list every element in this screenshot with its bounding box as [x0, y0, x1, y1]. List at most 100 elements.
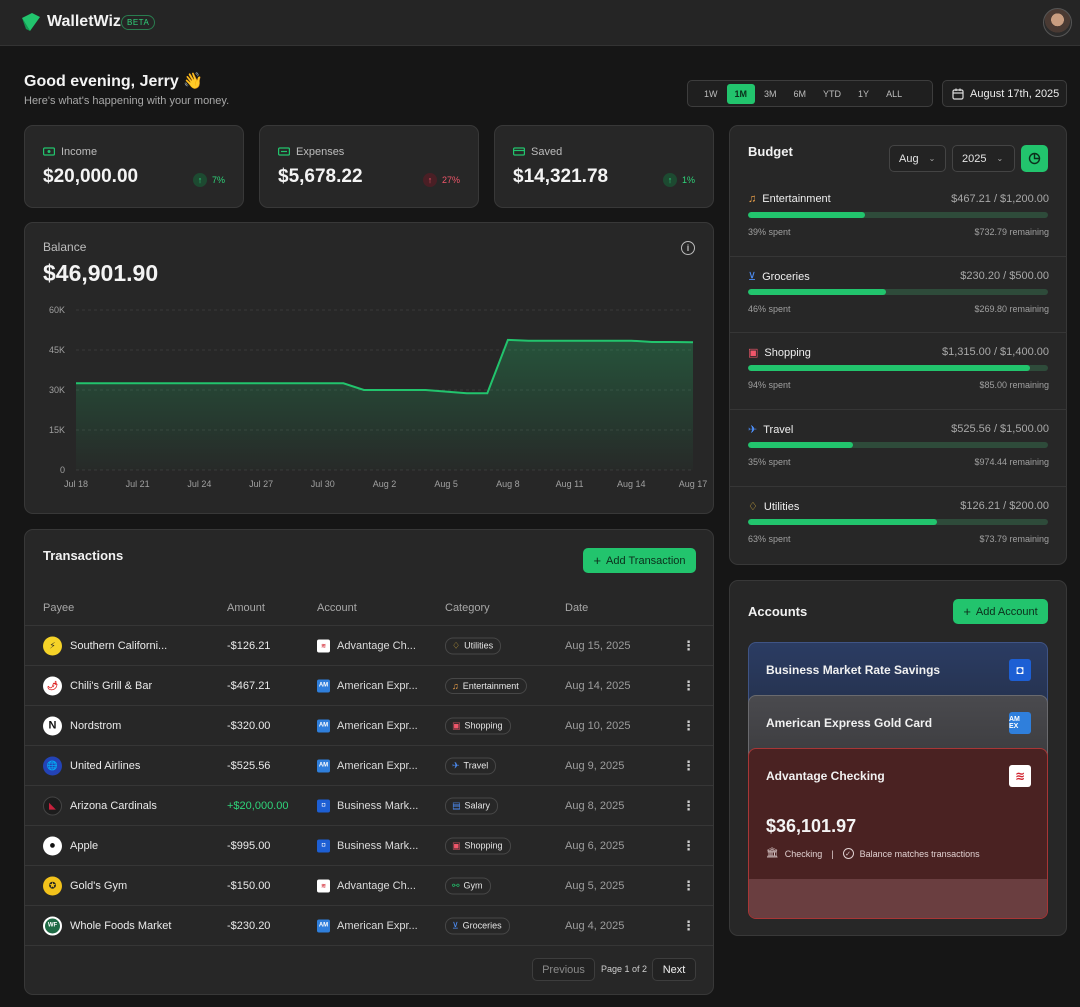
pie-chart-button[interactable] [1021, 145, 1048, 172]
add-transaction-button[interactable]: + Add Transaction [583, 548, 696, 573]
range-tab-ytd[interactable]: YTD [823, 88, 842, 99]
date-picker-button[interactable]: August 17th, 2025 [942, 80, 1067, 107]
amount: -$320.00 [227, 719, 271, 732]
income-label: Income [61, 146, 98, 158]
amex-logo-icon: AM EX [1009, 712, 1031, 734]
range-tab-6m[interactable]: 6M [793, 88, 807, 99]
table-row[interactable]: N Nordstrom -$320.00 AM American Expr...… [25, 705, 713, 745]
lightbulb-icon: ♢ [748, 501, 758, 513]
budget-name-row: ✈ Travel [748, 423, 793, 437]
x-tick-label: Aug 8 [496, 479, 520, 489]
table-row[interactable]: ✪ Gold's Gym -$150.00 ≋ Advantage Ch... … [25, 865, 713, 905]
category-badge: ▤ Salary [445, 797, 499, 814]
more-vertical-icon[interactable]: ⋮ [682, 797, 695, 813]
golds-gym-logo-icon: ✪ [43, 876, 62, 895]
x-tick-label: Aug 2 [373, 479, 397, 489]
account-balance: $36,101.97 [766, 816, 857, 836]
column-header-payee[interactable]: Payee [43, 602, 75, 614]
cash-in-icon [43, 147, 55, 156]
range-tab-1w[interactable]: 1W [704, 88, 718, 99]
range-tab-1y[interactable]: 1Y [858, 88, 870, 99]
transactions-card: Transactions + Add Transaction Payee Amo… [24, 529, 714, 995]
info-icon[interactable]: i [681, 241, 695, 255]
balance-chart[interactable]: 0 15K 30K 45K 60K Jul 18 Jul 21 Jul 24 Jul 27 Ju… [25, 298, 715, 498]
more-vertical-icon[interactable]: ⋮ [682, 677, 695, 693]
column-header-account[interactable]: Account [317, 602, 357, 614]
walletwiz-logo-icon[interactable] [20, 12, 42, 32]
add-transaction-label: Add Transaction [606, 554, 686, 567]
transaction-date: Aug 8, 2025 [565, 799, 625, 812]
bofa-logo-icon: ≋ [1009, 765, 1031, 787]
budget-remaining: $269.80 remaining [974, 304, 1049, 314]
year-select[interactable]: 2025 ⌄ [952, 145, 1015, 172]
x-tick-label: Jul 30 [311, 479, 335, 489]
y-tick-label: 30K [49, 385, 65, 395]
table-row[interactable]: ● Apple -$995.00 ◘ Business Mark... ▣ Sho… [25, 825, 713, 865]
category-badge: ✈ Travel [445, 757, 497, 774]
budget-amount: $230.20 / $500.00 [960, 270, 1049, 282]
budget-card [729, 125, 1067, 565]
table-row[interactable]: ⚡ Southern Californi... -$126.21 ≋ Advan… [25, 625, 713, 665]
apple-logo-icon: ● [43, 836, 62, 855]
transactions-title: Transactions [43, 548, 124, 563]
budget-spent: 35% spent [748, 457, 791, 467]
range-tab-1m[interactable]: 1M [726, 83, 756, 104]
account-card-name: Advantage Checking [766, 769, 885, 783]
chilis-logo-icon: 🌶 [43, 676, 62, 695]
column-header-date[interactable]: Date [565, 602, 589, 614]
payee-name: Arizona Cardinals [70, 799, 157, 812]
range-tab-3m[interactable]: 3M [764, 88, 777, 99]
beta-badge: BETA [121, 15, 156, 30]
united-logo-icon: 🌐 [43, 756, 62, 775]
column-header-category[interactable]: Category [445, 602, 490, 614]
budget-progress-fill [748, 212, 865, 218]
transaction-date: Aug 4, 2025 [565, 919, 625, 932]
bofa-logo-icon: ≋ [317, 879, 330, 892]
income-change: 7% [211, 175, 225, 185]
budget-item-groceries[interactable]: ⊻ Groceries $230.20 / $500.00 46% spent $… [730, 256, 1067, 333]
x-tick-label: Jul 24 [187, 479, 211, 489]
column-header-amount[interactable]: Amount [227, 602, 265, 614]
more-vertical-icon[interactable]: ⋮ [682, 637, 695, 653]
y-tick-label: 45K [49, 345, 65, 355]
more-vertical-icon[interactable]: ⋮ [682, 757, 695, 773]
more-vertical-icon[interactable]: ⋮ [682, 917, 695, 933]
budget-item-travel[interactable]: ✈ Travel $525.56 / $1,500.00 35% spent $9… [730, 409, 1067, 486]
budget-progress-fill [748, 365, 1030, 371]
expenses-change-badge: ↑ 27% [422, 173, 460, 187]
dumbbell-icon: ⚯ [452, 880, 460, 890]
x-tick-label: Aug 5 [434, 479, 458, 489]
brand-name[interactable]: WalletWiz [47, 13, 121, 30]
nordstrom-logo-icon: N [43, 716, 62, 735]
transaction-date: Aug 14, 2025 [565, 679, 631, 692]
payee-name: Gold's Gym [70, 879, 128, 892]
page-indicator: Page 1 of 2 [601, 964, 648, 974]
account-card-name: American Express Gold Card [766, 716, 933, 730]
table-row[interactable]: WF Whole Foods Market -$230.20 AM Americ… [25, 905, 713, 945]
budget-name-row: ♫ Entertainment [748, 193, 831, 205]
month-select[interactable]: Aug ⌄ [889, 145, 946, 172]
user-avatar[interactable] [1043, 8, 1072, 37]
plus-icon: + [593, 553, 602, 568]
add-account-button[interactable]: + Add Account [953, 599, 1048, 624]
more-vertical-icon[interactable]: ⋮ [682, 877, 695, 893]
budget-item-utilities[interactable]: ♢ Utilities $126.21 / $200.00 63% spent $… [730, 486, 1067, 563]
more-vertical-icon[interactable]: ⋮ [682, 837, 695, 853]
expenses-label-row: Expenses [278, 146, 344, 158]
previous-page-button[interactable]: Previous [532, 958, 595, 981]
table-row[interactable]: ◣ Arizona Cardinals +$20,000.00 ◘ Busine… [25, 785, 713, 825]
table-row[interactable]: 🌐 United Airlines -$525.56 AM American E… [25, 745, 713, 785]
account-card-advantage-checking[interactable]: Advantage Checking ≋ $36,101.97 🏛 Checki… [748, 748, 1048, 919]
cash-out-icon [278, 147, 290, 156]
budget-item-shopping[interactable]: ▣ Shopping $1,315.00 / $1,400.00 94% spen… [730, 332, 1067, 409]
next-page-button[interactable]: Next [652, 958, 696, 981]
table-row[interactable]: 🌶 Chili's Grill & Bar -$467.21 AM Americ… [25, 665, 713, 705]
balance-line [76, 338, 694, 395]
check-circle-icon: ✓ [842, 848, 854, 859]
saved-value: $14,321.78 [513, 166, 609, 187]
chevron-down-icon: ⌄ [996, 154, 1004, 163]
range-tab-all[interactable]: ALL [886, 88, 903, 99]
more-vertical-icon[interactable]: ⋮ [682, 717, 695, 733]
budget-item-entertainment[interactable]: ♫ Entertainment $467.21 / $1,200.00 39% s… [730, 180, 1067, 257]
budget-progress-track [748, 289, 1048, 295]
